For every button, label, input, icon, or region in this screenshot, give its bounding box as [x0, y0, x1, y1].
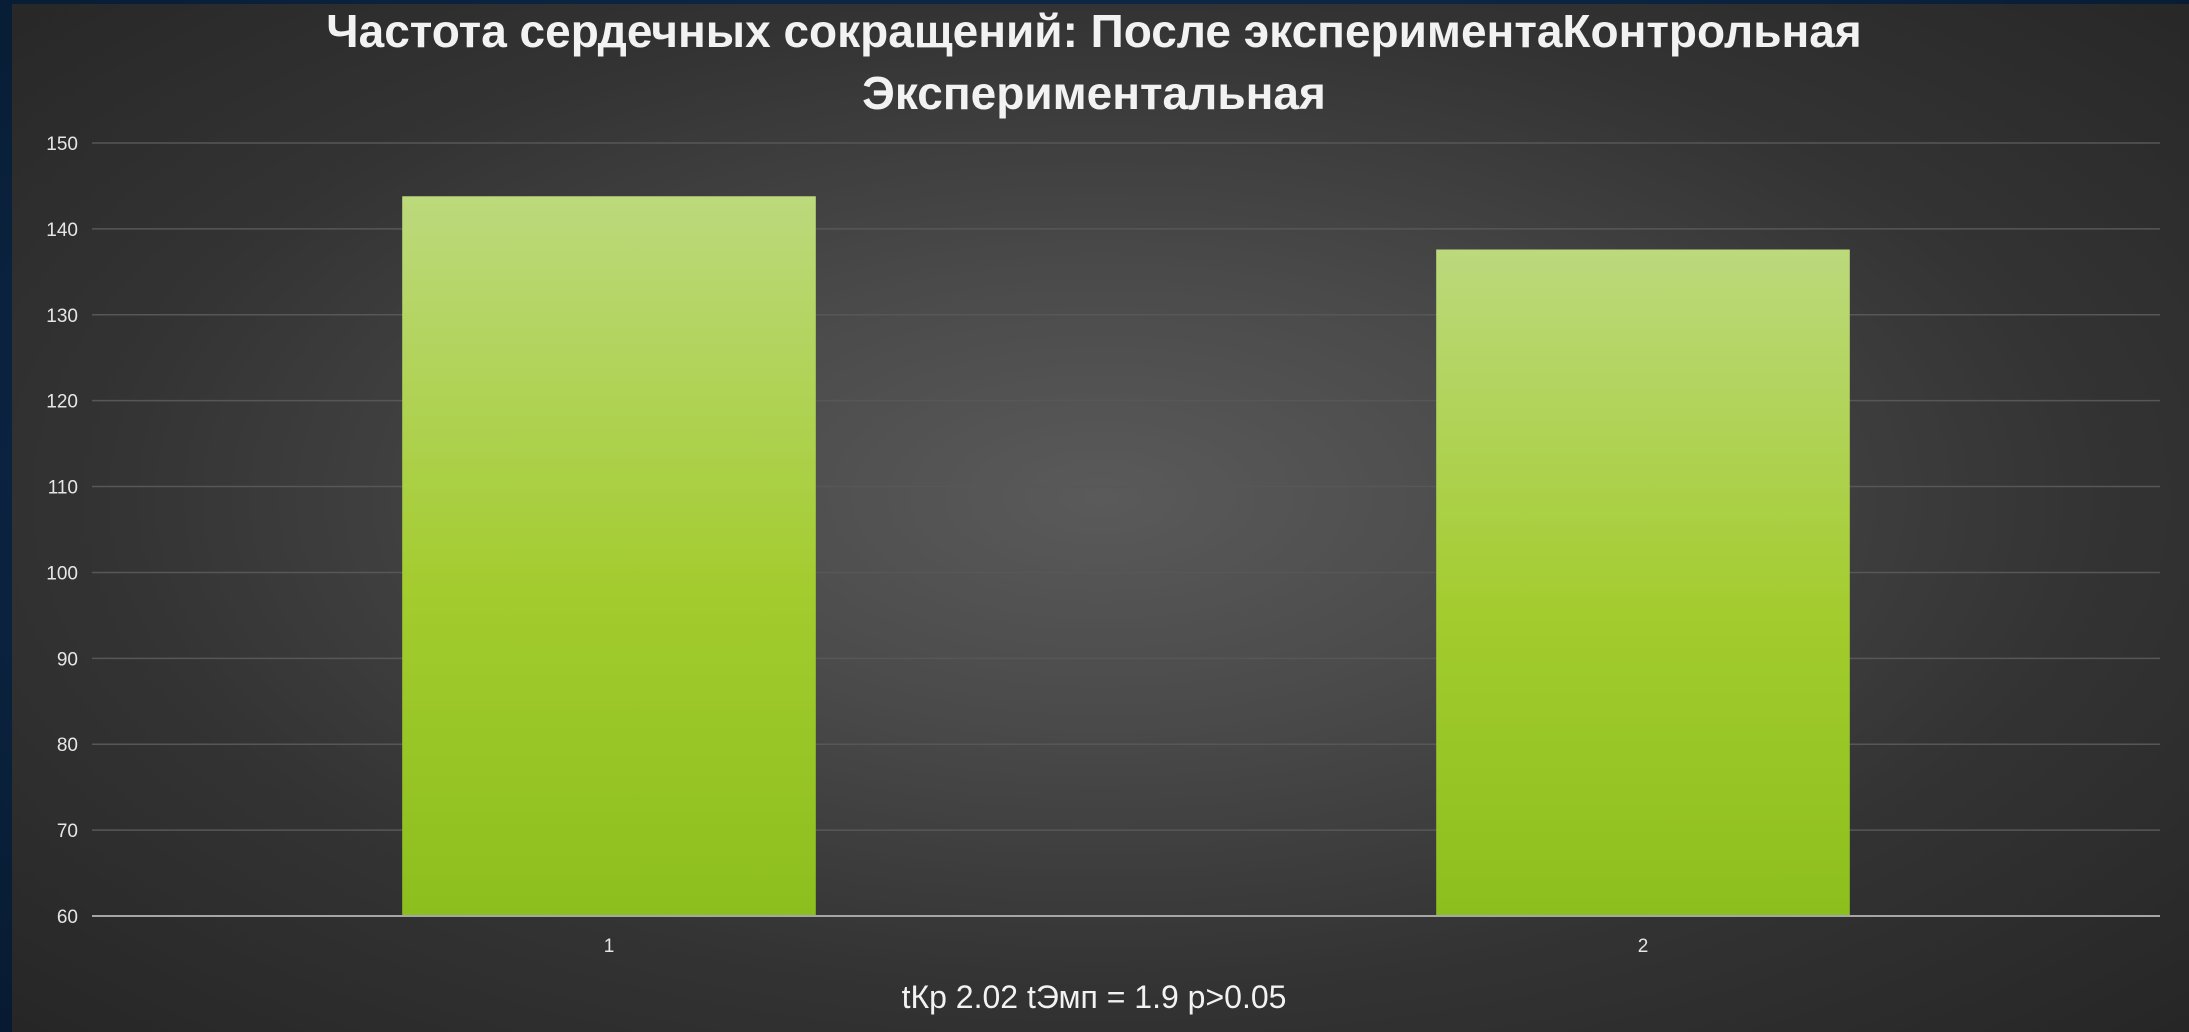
y-tick-label: 120: [46, 392, 78, 413]
bars: [402, 196, 1850, 917]
x-axis-label: tКр 2.02 tЭмп = 1.9 p>0.05: [902, 979, 1287, 1015]
x-tick-label: 1: [604, 936, 615, 957]
y-tick-label: 80: [57, 735, 78, 756]
y-tick-label: 90: [57, 649, 78, 670]
bar-2: [1436, 249, 1850, 917]
y-axis-ticks: 60 70 80 90 100 110 120 130 140 150: [46, 134, 78, 928]
bar-1: [402, 196, 816, 917]
x-tick-label: 2: [1638, 936, 1649, 957]
y-tick-label: 150: [46, 134, 78, 155]
y-tick-label: 110: [48, 478, 78, 499]
chart-title-line-1: Частота сердечных сокращений: После эксп…: [326, 5, 1861, 57]
y-tick-label: 60: [57, 907, 78, 928]
y-tick-label: 100: [46, 563, 78, 584]
y-tick-label: 130: [46, 306, 78, 327]
y-tick-label: 70: [57, 821, 78, 842]
chart-title-line-2: Экспериментальная: [862, 67, 1326, 119]
y-tick-label: 140: [46, 220, 78, 241]
